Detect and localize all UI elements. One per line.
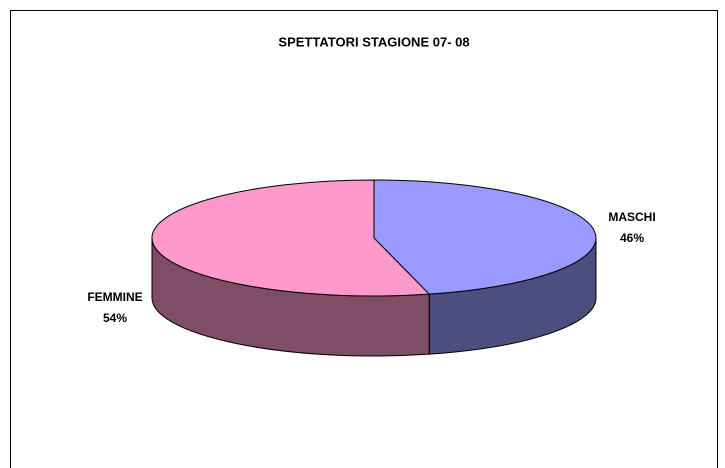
chart-title: SPETTATORI STAGIONE 07- 08 (278, 34, 469, 49)
slice-value-label: 46% (620, 231, 644, 245)
slice-label: MASCHI (608, 210, 655, 224)
chart-frame (10, 10, 718, 468)
pie-slice (151, 179, 431, 297)
slice-label: FEMMINE (87, 290, 142, 304)
slice-value-label: 54% (103, 311, 127, 325)
pie-slice (373, 179, 597, 295)
